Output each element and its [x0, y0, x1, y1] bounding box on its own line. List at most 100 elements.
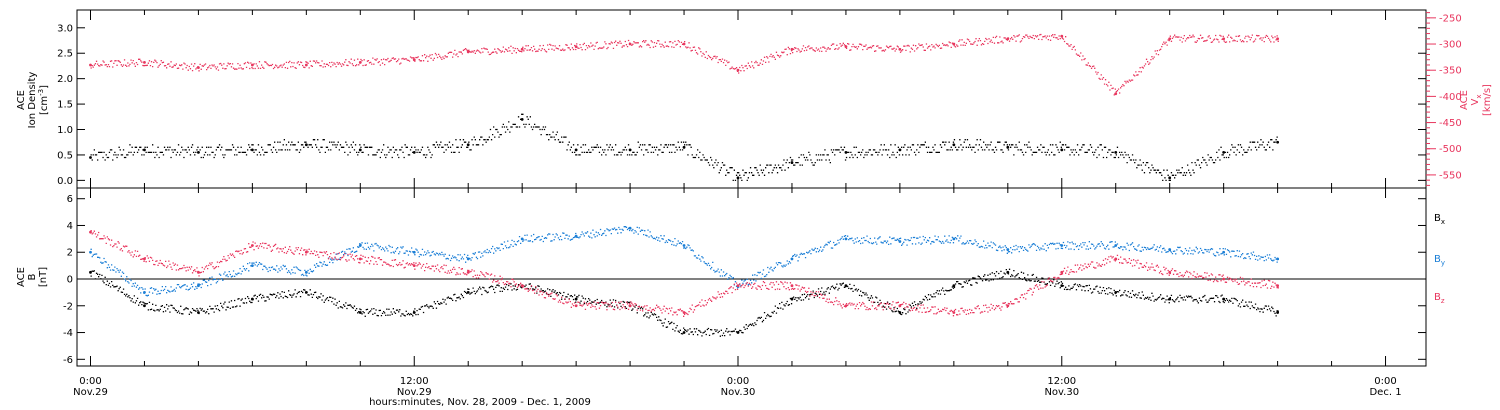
by-series-point: [628, 226, 632, 230]
bz-series-point: [466, 270, 470, 274]
velocity-series-point: [412, 58, 416, 62]
ion-density-series-point: [466, 143, 470, 147]
bz-series-point: [304, 250, 308, 254]
ion-density-series-point: [1168, 176, 1172, 180]
by-series-point: [682, 244, 686, 247]
by-series-point: [304, 270, 308, 274]
by-series-point: [790, 257, 794, 261]
by-series-point: [520, 237, 524, 241]
p1-ytick-label: 1.0: [57, 125, 73, 136]
b-ylabel-line1: ACE: [16, 267, 27, 287]
bz-series-point: [898, 304, 902, 308]
bz-series-point: [250, 244, 254, 247]
by-series-point: [898, 240, 902, 243]
panel1-time-ticks: [89, 10, 1387, 188]
velocity-series-point: [628, 42, 632, 46]
by-series-point: [1276, 257, 1280, 261]
velocity-series-scatter: [90, 33, 1279, 96]
velocity-series-point: [1114, 92, 1118, 96]
ion-density-series-point: [304, 143, 308, 147]
bz-series-point: [790, 284, 794, 288]
time-tick-date: Nov.29: [397, 387, 432, 398]
p2-ytick-label: -6: [63, 355, 73, 366]
bx-series-point: [466, 290, 470, 294]
p2-ytick-label: 4: [67, 221, 73, 232]
velocity-ylabel-main: Vx: [1470, 95, 1483, 106]
velocity-tick-label: -400: [1439, 92, 1462, 103]
velocity-tick-label: -550: [1439, 170, 1462, 181]
panel2-time-ticks: [89, 188, 1387, 366]
bx-series-point: [736, 331, 740, 334]
velocity-series-point: [143, 60, 146, 64]
panel2-series: [89, 226, 1280, 337]
p2-ytick-label: -4: [63, 328, 73, 339]
bx-series-point: [682, 331, 686, 334]
bx-series-point: [358, 311, 362, 314]
velocity-series-point: [790, 47, 794, 51]
time-axis-title: hours:minutes, Nov. 28, 2009 - Dec. 1, 2…: [369, 397, 591, 408]
bz-series-point: [89, 230, 92, 234]
ion-density-series: [89, 113, 1280, 182]
legend-by: By: [1434, 254, 1445, 267]
velocity-ylabel-unit: [km/s]: [1482, 84, 1493, 116]
bz-series-point: [1222, 277, 1226, 281]
panel2-left-axis: -6 -4 -2 0 2 4 6: [63, 194, 1426, 366]
ion-density-series-point: [197, 151, 200, 154]
ion-density-series-point: [520, 117, 524, 121]
by-series-point: [1006, 248, 1010, 251]
magnetic-field-panel: -6 -4 -2 0 2 4 6 ACE B [nT] Bx By Bz: [16, 187, 1445, 367]
bx-series-point: [143, 304, 146, 308]
time-tick-date: Nov.30: [1044, 387, 1079, 398]
panel1-left-axis: 0.0 0.5 1.0 1.5 2.0 2.5 3.0: [57, 23, 1426, 187]
velocity-series-point: [736, 68, 740, 72]
time-tick-label: 12:00: [400, 376, 429, 387]
by-series-scatter: [90, 226, 1279, 297]
velocity-series-point: [466, 50, 470, 54]
time-tick-date: Nov.30: [721, 387, 756, 398]
b-ylabel-main: B: [27, 273, 38, 280]
velocity-series-point: [1006, 37, 1010, 41]
p2-ytick-label: -2: [63, 301, 73, 312]
density-ylabel-line2: Ion Density: [27, 72, 38, 129]
bz-series-scatter: [90, 229, 1279, 317]
density-ylabel-line1: ACE: [16, 90, 27, 110]
by-series-point: [89, 250, 92, 254]
bz-series-point: [358, 257, 362, 261]
panel1-right-axis: -550 -500 -450 -400 -350 -300 -250: [1426, 12, 1462, 186]
velocity-series-point: [358, 60, 362, 64]
velocity-series-point: [197, 66, 200, 69]
velocity-series: [89, 33, 1280, 96]
bz-series-point: [1060, 270, 1064, 274]
velocity-tick-label: -350: [1439, 66, 1462, 77]
by-series-point: [1114, 244, 1118, 247]
velocity-tick-label: -500: [1439, 144, 1462, 155]
bx-series-point: [412, 311, 416, 314]
p1-ytick-label: 3.0: [57, 23, 73, 34]
velocity-series-point: [520, 47, 524, 51]
p1-ytick-label: 2.0: [57, 74, 73, 85]
bx-series-point: [1222, 297, 1226, 301]
bz-series-point: [1114, 257, 1118, 261]
time-tick-label: 0:00: [727, 376, 749, 387]
b-ylabel-unit: [nT]: [38, 267, 49, 287]
bx-series-point: [1114, 290, 1118, 294]
p1-ytick-label: 2.5: [57, 49, 73, 60]
density-velocity-panel: 0.0 0.5 1.0 1.5 2.0 2.5 3.0 -550 -500 -450 -400 -3…: [16, 9, 1493, 189]
bx-series-point: [952, 284, 956, 288]
p1-ytick-label: 1.5: [57, 100, 73, 111]
by-series-point: [466, 257, 470, 261]
velocity-series-point: [89, 63, 92, 67]
velocity-tick-label: -250: [1439, 13, 1462, 24]
ion-density-series-point: [628, 148, 632, 152]
velocity-series-point: [1060, 34, 1064, 38]
bx-series-point: [89, 270, 92, 274]
p1-ytick-label: 0.0: [57, 176, 73, 187]
bz-series-point: [628, 304, 632, 308]
by-series-point: [1222, 250, 1226, 254]
velocity-series-point: [952, 42, 956, 46]
by-series: [89, 226, 1280, 297]
bz-series-point: [1006, 304, 1010, 308]
p2-ytick-label: 2: [67, 248, 73, 259]
p2-ytick-label: 6: [67, 194, 73, 205]
legend: Bx By Bz: [1434, 213, 1445, 305]
